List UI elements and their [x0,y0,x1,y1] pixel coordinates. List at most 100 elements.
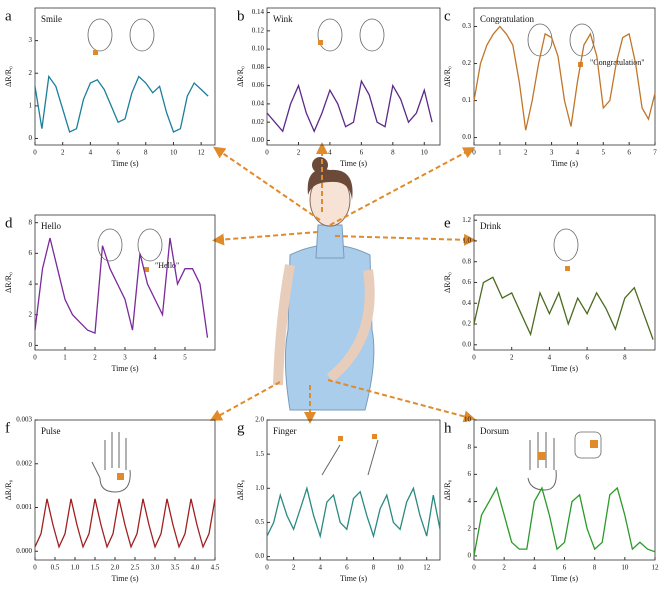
x-axis-label: Time (s) [340,159,367,168]
data-line [34,74,209,133]
y-tick-label: 2 [468,524,472,532]
panel-label: g [237,420,245,436]
y-tick-label: 3 [29,36,33,44]
x-axis-label: Time (s) [551,574,578,583]
x-tick-label: 8 [391,149,395,157]
x-tick-label: 4 [533,564,537,572]
x-tick-label: 2 [61,149,65,157]
x-tick-label: 4.0 [191,564,200,572]
face-icon [317,18,343,52]
x-axis-label: Time (s) [340,574,367,583]
arrow [334,233,476,246]
plot-frame [34,419,216,561]
y-axis-label: ΔR/R₀ [443,272,452,293]
y-tick-label: 4 [29,280,33,288]
data-line [34,498,216,549]
y-tick-label: 1.0 [255,484,264,492]
insets [87,18,602,493]
y-tick-label: 0 [29,341,33,349]
x-tick-label: 1.0 [71,564,80,572]
face-icon [129,18,155,52]
y-tick-label: 0.0 [462,133,471,141]
x-tick-label: 1.5 [91,564,100,572]
sensor [144,267,149,272]
arrow [327,379,476,423]
sensor [338,436,343,441]
x-tick-label: 2 [502,564,506,572]
data-line [266,485,441,539]
x-tick-label: 0 [472,564,476,572]
x-tick-label: 2 [292,564,296,572]
y-tick-label: 0.0 [255,552,264,560]
face-icon [137,228,163,262]
panel-title: Finger [273,426,297,436]
y-tick-label: 1.5 [255,450,264,458]
face-icon [553,228,579,262]
face-icon [359,18,385,52]
sensor [93,50,98,55]
x-tick-label: 8 [623,354,627,362]
x-tick-label: 5 [183,354,187,362]
x-tick-label: 8 [144,149,148,157]
y-tick-label: 10 [464,416,472,424]
panel-title: Congratulation [480,14,534,24]
x-tick-label: 6 [627,149,631,157]
hair-bun [312,157,328,173]
y-axis-label: ΔR/R₀ [443,66,452,87]
plot-frame [266,7,441,146]
x-tick-label: 7 [653,149,657,157]
plot-frame [266,419,441,561]
x-axis-label: Time (s) [111,574,138,583]
x-tick-label: 6 [360,149,364,157]
y-tick-label: 1.2 [462,216,471,224]
y-tick-label: 2 [29,69,33,77]
y-tick-label: 8 [468,443,472,451]
x-tick-label: 6 [563,564,567,572]
panel-label: d [5,215,13,231]
y-tick-label: 0.1 [462,96,471,104]
x-tick-label: 2 [510,354,514,362]
x-tick-label: 12 [198,149,206,157]
x-tick-label: 0 [33,354,37,362]
x-tick-label: 3 [550,149,554,157]
panel-label: b [237,8,245,24]
x-tick-label: 0.5 [51,564,60,572]
y-tick-label: 0.02 [252,118,265,126]
y-axis-label: ΔR/R₀ [236,66,245,87]
y-tick-label: 0.001 [16,503,32,511]
y-tick-label: 0.10 [252,45,265,53]
arm [326,269,375,382]
panel-title: Pulse [41,426,61,436]
x-tick-label: 2.5 [131,564,140,572]
panel-label: c [444,8,451,24]
panel-title: Drink [480,221,501,231]
x-tick-label: 12 [423,564,431,572]
data-line [473,25,656,131]
y-tick-label: 8 [29,218,33,226]
y-axis-label: ΔR/R₀ [236,479,245,500]
collar [315,224,345,259]
x-tick-label: 2 [524,149,528,157]
y-axis-label: ΔR/R₀ [443,479,452,500]
y-tick-label: 0.06 [252,81,265,89]
y-tick-label: 0.08 [252,63,265,71]
x-tick-label: 0 [33,564,37,572]
arrow [213,146,321,221]
y-tick-label: 0.003 [16,416,32,424]
sensor [117,473,124,480]
y-tick-label: 0.4 [462,299,471,307]
plot-frame [34,214,216,351]
x-tick-label: 4 [548,354,552,362]
x-tick-label: 0 [33,149,37,157]
x-tick-label: 2.0 [111,564,120,572]
x-tick-label: 6 [345,564,349,572]
sensor [538,452,546,460]
y-tick-label: 0.5 [255,518,264,526]
y-tick-label: 4 [468,497,472,505]
illustration [209,142,476,424]
panel-title: Dorsum [480,426,509,436]
x-tick-label: 3 [123,354,127,362]
y-tick-label: 0.12 [252,26,265,34]
y-tick-label: 0.04 [252,100,265,108]
x-tick-label: 0 [265,564,269,572]
